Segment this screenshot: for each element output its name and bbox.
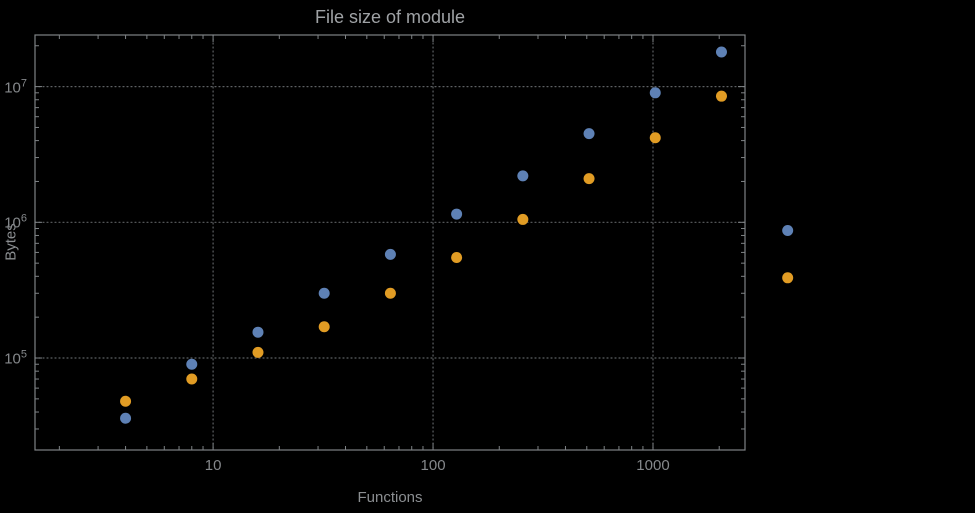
y-tick-label: 107 <box>4 77 27 97</box>
x-tick-label: 100 <box>420 457 446 474</box>
data-point-blue <box>517 170 529 182</box>
x-axis-label: Functions <box>357 489 423 506</box>
y-tick-label: 106 <box>4 212 27 232</box>
data-point-orange <box>517 213 529 225</box>
y-tick-label: 105 <box>4 348 27 368</box>
data-point-orange <box>649 132 661 144</box>
data-point-orange <box>451 252 463 264</box>
data-point-orange <box>715 90 727 102</box>
data-point-orange <box>583 173 595 185</box>
data-point-blue <box>782 225 794 237</box>
plot-title: File size of module <box>314 7 466 27</box>
data-point-orange <box>782 272 794 284</box>
data-point-blue <box>451 208 463 220</box>
data-point-blue <box>120 412 132 424</box>
data-point-blue <box>384 248 396 260</box>
data-point-blue <box>318 287 330 299</box>
data-point-blue <box>649 87 661 99</box>
x-tick-label: 1000 <box>636 457 670 474</box>
x-tick-label: 10 <box>204 457 222 474</box>
data-point-orange <box>120 395 132 407</box>
data-point-blue <box>583 128 595 140</box>
data-point-orange <box>252 346 264 358</box>
data-point-orange <box>318 321 330 333</box>
data-point-blue <box>252 326 264 338</box>
data-point-blue <box>715 46 727 58</box>
data-point-orange <box>384 287 396 299</box>
data-point-blue <box>186 358 198 370</box>
data-point-orange <box>186 373 198 385</box>
plot-frame <box>34 34 746 451</box>
